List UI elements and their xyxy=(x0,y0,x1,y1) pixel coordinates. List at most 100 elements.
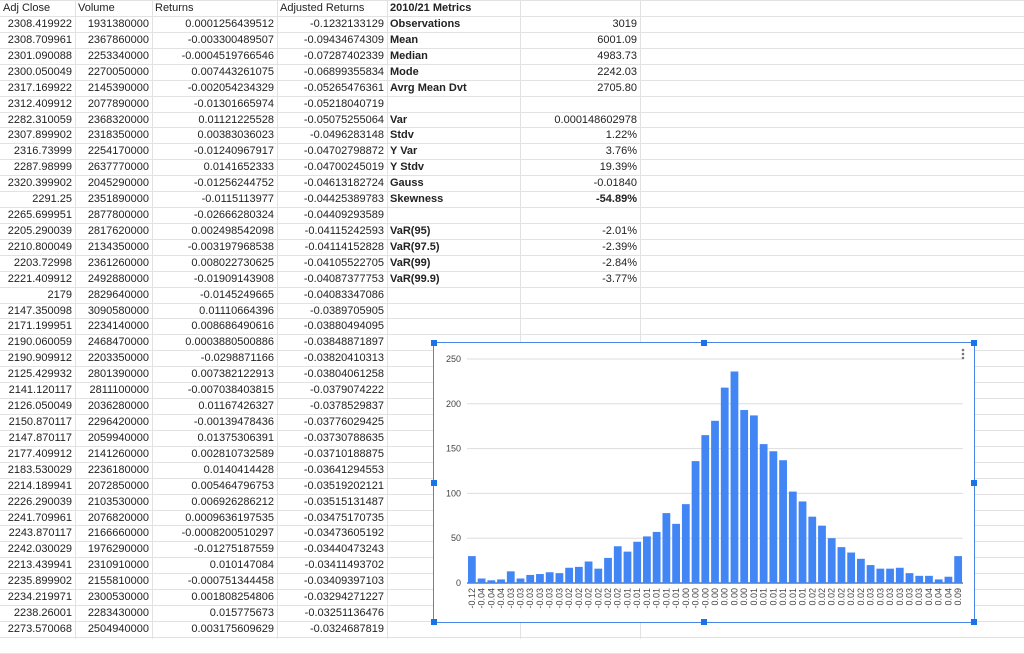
x-tick-label: 0.03 xyxy=(905,588,915,606)
cell: 2236180000 xyxy=(87,463,149,476)
bar xyxy=(798,501,807,583)
cell: 0.0141652333 xyxy=(203,161,274,174)
y-tick-label: 100 xyxy=(446,488,461,498)
cell: -0.0389705905 xyxy=(309,304,384,317)
cell: -0.03776029425 xyxy=(303,416,384,428)
x-tick-label: 0.01 xyxy=(759,588,769,606)
cell: -0.09434674309 xyxy=(303,33,384,46)
cell: -0.05075255064 xyxy=(303,113,384,126)
menu-dot xyxy=(961,356,965,360)
header-cell: 2010/21 Metrics xyxy=(390,2,472,14)
cell: -0.04700245019 xyxy=(303,161,384,174)
cell: 2308.419922 xyxy=(7,18,72,30)
cell: 0.008686490616 xyxy=(191,320,274,333)
resize-handle[interactable] xyxy=(431,479,437,486)
row-line xyxy=(0,636,1024,638)
x-tick-label: 0.02 xyxy=(807,588,817,606)
resize-handle[interactable] xyxy=(971,340,977,346)
cell: 2147.350098 xyxy=(7,304,72,317)
row-line xyxy=(0,127,1024,129)
resize-handle[interactable] xyxy=(971,619,977,625)
cell: 2829640000 xyxy=(87,288,149,301)
cell: 0.001808254806 xyxy=(191,591,274,604)
bar xyxy=(925,575,933,583)
cell: -0.03710188875 xyxy=(303,447,384,460)
cell: 2203350000 xyxy=(87,352,149,365)
bar xyxy=(895,567,904,583)
bar xyxy=(808,516,817,583)
resize-handle[interactable] xyxy=(701,340,707,346)
row-line xyxy=(0,302,1024,304)
resize-handle[interactable] xyxy=(431,340,437,346)
cell: 0.01121225528 xyxy=(198,113,274,126)
cell: -0.03251136476 xyxy=(304,607,384,620)
cell: 2177.409912 xyxy=(7,447,72,460)
bar xyxy=(750,415,758,583)
x-tick-label: 0.02 xyxy=(846,588,856,606)
cell: 3090580000 xyxy=(87,304,149,317)
x-tick-label: -0.03 xyxy=(506,588,516,609)
cell: 2238.26001 xyxy=(13,607,72,620)
x-tick-label: -0.03 xyxy=(554,588,564,609)
bar xyxy=(584,561,593,583)
x-tick-label: 0.01 xyxy=(778,588,788,606)
cell: -0.01275187559 xyxy=(193,543,274,556)
x-tick-label: -0.02 xyxy=(574,588,584,609)
cell: -0.04087377753 xyxy=(303,272,384,285)
bar xyxy=(915,575,924,583)
cell: -0.03515131487 xyxy=(303,495,384,508)
cell: 2801390000 xyxy=(87,368,149,381)
cell: -0.03519202121 xyxy=(303,479,384,492)
cell: -0.00139478436 xyxy=(193,416,274,428)
cell: -0.0496283148 xyxy=(309,129,384,142)
resize-handle[interactable] xyxy=(431,619,437,625)
cell: 2241.709961 xyxy=(7,511,72,524)
cell: -0.07287402339 xyxy=(303,49,384,62)
x-tick-label: 0.00 xyxy=(739,588,749,606)
bar xyxy=(856,558,865,583)
cell: 2310910000 xyxy=(87,559,149,572)
bar xyxy=(905,573,914,583)
bar xyxy=(730,371,739,583)
metric-label: Observations xyxy=(390,18,461,30)
row-line xyxy=(0,143,1024,145)
x-tick-label: -0.02 xyxy=(564,588,574,609)
col-line xyxy=(277,0,278,639)
y-tick-label: 250 xyxy=(446,354,461,364)
bar xyxy=(497,579,505,583)
x-tick-label: 0.04 xyxy=(924,588,934,606)
metric-value: -2.84% xyxy=(602,256,637,269)
cell: 2190.060059 xyxy=(7,336,72,349)
bar xyxy=(526,574,535,583)
metric-label: Stdv xyxy=(390,129,414,142)
x-tick-label: 0.03 xyxy=(885,588,895,606)
cell: 2214.189941 xyxy=(7,479,72,492)
cell: -0.03473605192 xyxy=(303,527,384,540)
bar xyxy=(565,567,574,583)
cell: 2253340000 xyxy=(87,49,149,62)
x-tick-label: 0.01 xyxy=(788,588,798,606)
cell: -0.03641294553 xyxy=(303,463,384,476)
x-tick-label: 0.02 xyxy=(856,588,866,606)
bar xyxy=(779,460,787,583)
row-line xyxy=(0,0,1024,1)
cell: -0.0008200510297 xyxy=(181,527,274,540)
metric-value: 2242.03 xyxy=(597,65,637,78)
metric-label: Skewness xyxy=(390,193,444,206)
cell: 2287.98999 xyxy=(13,161,72,174)
resize-handle[interactable] xyxy=(971,479,977,486)
row-line xyxy=(0,191,1024,193)
x-tick-label: -0.01 xyxy=(622,588,632,609)
cell: -0.04409293589 xyxy=(303,209,384,222)
row-line xyxy=(0,270,1024,272)
cell: 2242.030029 xyxy=(7,543,72,556)
cell: 2072850000 xyxy=(87,479,149,492)
resize-handle[interactable] xyxy=(701,619,707,625)
cell: 0.01167426327 xyxy=(198,400,274,413)
cell: 2213.439941 xyxy=(7,559,72,572)
y-tick-label: 50 xyxy=(451,533,461,543)
bar xyxy=(672,523,680,583)
x-tick-label: -0.02 xyxy=(613,588,623,609)
chart-box[interactable]: 0 50 100 150 200 250 -0.12 -0.04 -0.04 -0.04 -0.03… xyxy=(431,340,977,625)
row-line xyxy=(0,286,1024,288)
